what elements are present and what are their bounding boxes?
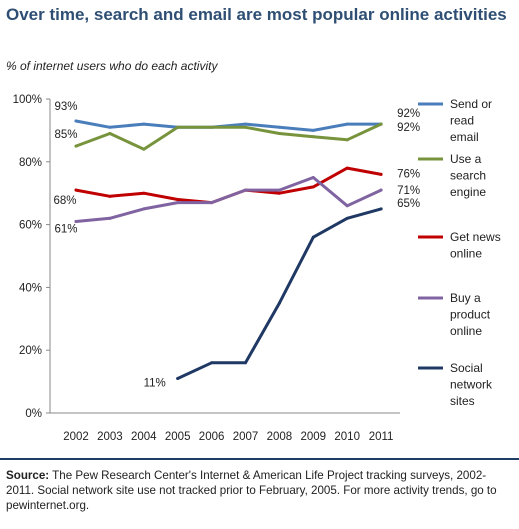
- series-start-label: 61%: [54, 223, 77, 235]
- data-point: [210, 201, 214, 205]
- data-point: [277, 188, 281, 192]
- data-point: [176, 376, 180, 380]
- legend-label: read: [450, 114, 474, 128]
- y-tick-label: 40%: [19, 282, 42, 294]
- x-tick-label: 2004: [131, 431, 157, 443]
- x-tick-label: 2009: [301, 431, 327, 443]
- x-tick-label: 2002: [63, 431, 89, 443]
- x-tick-label: 2003: [97, 431, 123, 443]
- chart-source-note: Source: The Pew Research Center's Intern…: [6, 468, 514, 513]
- chart-subtitle: % of internet users who do each activity: [6, 59, 218, 73]
- x-tick-label: 2011: [369, 431, 394, 443]
- x-tick-label: 2008: [267, 431, 293, 443]
- legend-label: product: [450, 308, 491, 322]
- data-point: [311, 176, 315, 179]
- data-point: [244, 122, 247, 126]
- data-point: [210, 125, 214, 129]
- data-point: [277, 125, 281, 129]
- data-point: [345, 122, 349, 126]
- data-point: [108, 132, 112, 136]
- x-tick-label: 2006: [199, 431, 225, 443]
- source-label: Source:: [6, 469, 50, 482]
- data-point: [176, 201, 180, 205]
- data-point: [176, 125, 180, 129]
- series-end-label: 92%: [397, 122, 420, 134]
- data-point: [345, 204, 349, 208]
- data-point: [142, 122, 146, 126]
- data-point: [74, 188, 78, 192]
- data-point: [108, 216, 112, 220]
- chart-title: Over time, search and email are most pop…: [6, 5, 507, 24]
- data-point: [74, 119, 78, 123]
- data-point: [244, 188, 247, 192]
- series-line: [74, 176, 383, 223]
- data-point: [277, 191, 281, 195]
- series-start-label: 93%: [54, 101, 77, 113]
- data-point: [311, 128, 315, 132]
- source-text: The Pew Research Center's Internet & Ame…: [6, 469, 497, 512]
- data-point: [379, 172, 383, 176]
- series-start-label: 85%: [54, 129, 77, 141]
- legend-label: online: [450, 324, 482, 338]
- legend-label: search: [450, 169, 486, 183]
- data-point: [311, 185, 315, 189]
- data-point: [108, 125, 112, 129]
- y-tick-label: 100%: [13, 94, 42, 106]
- legend-label: network: [450, 378, 493, 392]
- series-end-label: 65%: [397, 198, 420, 210]
- line-chart: 0% 20% 40% 60% 80% 100% 2002 2003 2004 2005 2006 20…: [13, 94, 501, 443]
- series-end-label: 92%: [397, 108, 420, 120]
- data-point: [108, 194, 112, 198]
- legend-label: Get news: [450, 230, 501, 244]
- data-point: [345, 216, 349, 220]
- y-tick-label: 0%: [25, 408, 42, 420]
- legend-label: email: [450, 130, 479, 144]
- legend-label: Social: [450, 361, 483, 375]
- data-point: [142, 207, 146, 211]
- data-point: [74, 144, 78, 148]
- data-point: [277, 301, 281, 305]
- series-start-label: 68%: [53, 195, 76, 207]
- series-start-label: 11%: [144, 377, 166, 389]
- data-point: [244, 125, 247, 129]
- x-tick-label: 2005: [165, 431, 191, 443]
- data-point: [142, 147, 146, 151]
- series-end-label: 76%: [397, 168, 420, 180]
- data-point: [74, 219, 78, 223]
- legend-label: sites: [450, 394, 475, 408]
- footer-divider: [0, 458, 519, 460]
- series-line: [74, 122, 383, 151]
- data-point: [311, 135, 315, 139]
- data-point: [142, 191, 146, 195]
- data-point: [244, 361, 247, 365]
- data-point: [277, 132, 281, 136]
- legend-label: engine: [450, 185, 486, 199]
- y-tick-label: 20%: [19, 345, 42, 357]
- series-end-label: 71%: [397, 185, 420, 197]
- y-tick-label: 80%: [19, 157, 42, 169]
- legend-label: Use a: [450, 152, 482, 166]
- data-point: [210, 361, 214, 365]
- legend-label: Send or: [450, 97, 492, 111]
- data-point: [379, 188, 383, 192]
- x-tick-label: 2007: [233, 431, 259, 443]
- data-point: [311, 235, 315, 239]
- data-point: [176, 197, 180, 201]
- series-line: [176, 207, 383, 380]
- data-point: [345, 138, 349, 142]
- data-point: [379, 207, 383, 211]
- series-line: [74, 119, 383, 132]
- data-point: [345, 166, 349, 170]
- data-point: [379, 122, 383, 126]
- y-tick-label: 60%: [19, 220, 42, 232]
- legend-label: online: [450, 247, 482, 261]
- x-tick-label: 2010: [334, 431, 360, 443]
- legend-label: Buy a: [450, 291, 481, 305]
